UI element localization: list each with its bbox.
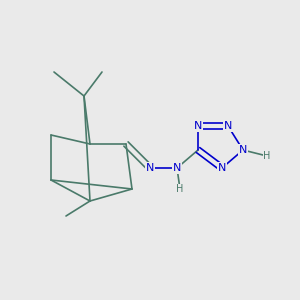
Text: H: H <box>263 151 271 161</box>
Text: N: N <box>194 121 202 131</box>
Text: N: N <box>239 145 247 155</box>
Text: N: N <box>218 163 226 173</box>
Text: N: N <box>224 121 232 131</box>
Text: N: N <box>146 163 154 173</box>
Text: N: N <box>173 163 181 173</box>
Text: H: H <box>176 184 184 194</box>
